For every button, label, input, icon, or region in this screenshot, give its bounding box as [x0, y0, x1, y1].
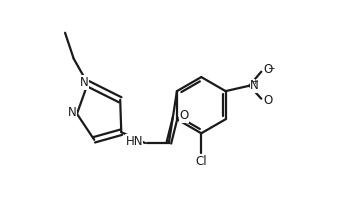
- Text: O: O: [263, 64, 273, 76]
- Text: +: +: [251, 77, 258, 86]
- Text: O: O: [179, 110, 188, 122]
- Text: Cl: Cl: [196, 155, 207, 168]
- Text: −: −: [267, 63, 274, 72]
- Text: HN: HN: [126, 135, 143, 148]
- Text: N: N: [80, 76, 89, 89]
- Text: N: N: [250, 79, 259, 92]
- Text: N: N: [68, 106, 77, 119]
- Text: O: O: [263, 94, 273, 107]
